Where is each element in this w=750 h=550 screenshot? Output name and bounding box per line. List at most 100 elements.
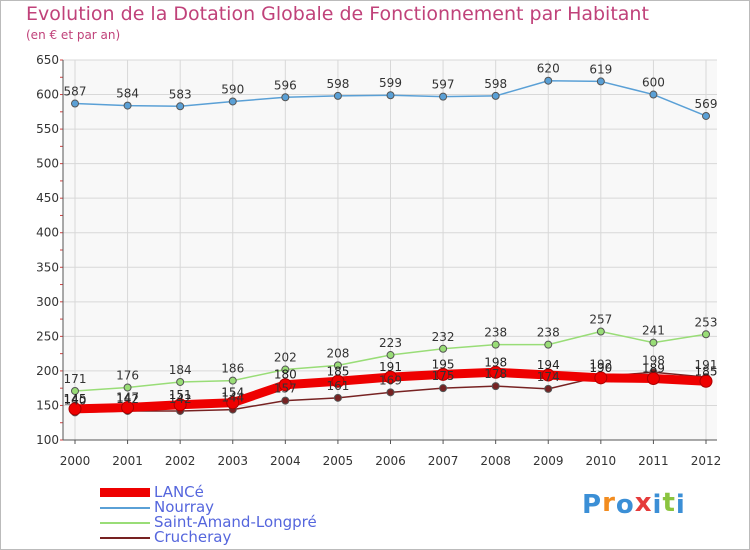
data-label-saint-amand-longpre: 253 [695, 315, 718, 329]
data-label-nourray: 600 [642, 76, 665, 90]
data-point-lance [68, 402, 82, 416]
x-tick-label: 2008 [480, 454, 511, 468]
legend-swatch [100, 506, 150, 509]
data-label-lance: 198 [484, 355, 507, 369]
data-point-crucheray [386, 388, 395, 397]
data-label-nourray: 598 [326, 77, 349, 91]
data-label-crucheray: 174 [537, 370, 560, 384]
data-label-lance: 190 [589, 361, 612, 375]
legend-swatch [100, 536, 150, 539]
legend-label: Crucheray [154, 528, 232, 546]
x-tick-label: 2004 [270, 454, 301, 468]
logo-letter: t [662, 488, 676, 518]
data-point-nourray [176, 102, 185, 111]
data-label-saint-amand-longpre: 238 [537, 326, 560, 340]
data-label-nourray: 584 [116, 87, 139, 101]
data-label-saint-amand-longpre: 202 [274, 351, 297, 365]
y-tick-label: 300 [36, 295, 59, 309]
data-label-nourray: 620 [537, 62, 560, 76]
x-tick-label: 2000 [60, 454, 91, 468]
x-tick-label: 2007 [428, 454, 459, 468]
data-label-crucheray: 142 [116, 392, 139, 406]
data-label-crucheray: 191 [695, 358, 718, 372]
data-label-saint-amand-longpre: 257 [589, 313, 612, 327]
data-point-lance [646, 372, 660, 386]
data-point-lance [278, 378, 292, 392]
data-point-saint-amand-longpre [491, 340, 500, 349]
data-label-crucheray: 142 [169, 392, 192, 406]
data-label-lance: 189 [642, 362, 665, 376]
data-point-lance [699, 374, 713, 388]
data-point-saint-amand-longpre [544, 340, 553, 349]
y-tick-label: 550 [36, 122, 59, 136]
data-label-lance: 145 [64, 392, 87, 406]
x-tick-label: 2003 [217, 454, 248, 468]
x-tick-label: 2010 [586, 454, 617, 468]
y-tick-label: 200 [36, 364, 59, 378]
y-tick-label: 650 [36, 53, 59, 67]
data-point-saint-amand-longpre [123, 383, 132, 392]
data-point-lance [489, 365, 503, 379]
data-label-saint-amand-longpre: 238 [484, 326, 507, 340]
data-point-lance [384, 370, 397, 384]
logo-letter: i [675, 490, 686, 520]
data-point-saint-amand-longpre [439, 344, 448, 353]
data-label-lance: 191 [379, 360, 402, 374]
data-label-lance: 147 [116, 391, 139, 405]
data-point-saint-amand-longpre [333, 361, 342, 370]
y-tick-label: 600 [36, 88, 59, 102]
data-point-saint-amand-longpre [702, 330, 710, 339]
logo-letter: x [634, 488, 653, 518]
x-tick-label: 2005 [323, 454, 354, 468]
data-point-saint-amand-longpre [71, 386, 79, 395]
logo-letter: r [602, 488, 616, 518]
data-point-saint-amand-longpre [176, 377, 185, 386]
x-tick-label: 2012 [691, 454, 722, 468]
legend-item-crucheray: Crucheray [100, 530, 317, 545]
y-tick-label: 500 [36, 157, 59, 171]
chart-title: Evolution de la Dotation Globale de Fonc… [26, 3, 649, 25]
legend: LANCé Nourray Saint-Amand-Longpré Crucheray [100, 485, 317, 545]
y-tick-label: 400 [36, 226, 59, 240]
x-tick-label: 2006 [375, 454, 406, 468]
x-tick-label: 2001 [112, 454, 143, 468]
data-point-nourray [544, 76, 553, 85]
data-label-nourray: 619 [589, 62, 612, 76]
data-point-lance [173, 398, 187, 412]
data-point-nourray [281, 93, 290, 102]
data-point-crucheray [333, 393, 342, 402]
data-label-nourray: 596 [274, 78, 297, 92]
data-point-nourray [386, 91, 395, 100]
data-point-saint-amand-longpre [281, 365, 290, 374]
data-point-saint-amand-longpre [228, 376, 237, 385]
data-point-crucheray [491, 382, 500, 391]
data-label-crucheray: 178 [484, 367, 507, 381]
data-label-saint-amand-longpre: 171 [64, 372, 87, 386]
legend-label: Nourray [154, 498, 215, 516]
data-label-nourray: 590 [221, 82, 244, 96]
x-tick-label: 2011 [638, 454, 669, 468]
data-point-lance [436, 367, 450, 381]
legend-label: LANCé [154, 483, 204, 501]
legend-item-saint-amand-longpre: Saint-Amand-Longpré [100, 515, 317, 530]
data-label-saint-amand-longpre: 232 [432, 330, 455, 344]
data-label-saint-amand-longpre: 223 [379, 336, 402, 350]
data-point-nourray [596, 77, 605, 86]
legend-item-lance: LANCé [100, 485, 317, 500]
data-label-lance: 185 [695, 364, 718, 378]
data-label-nourray: 599 [379, 76, 402, 90]
data-point-nourray [439, 92, 448, 101]
data-label-saint-amand-longpre: 184 [169, 363, 192, 377]
y-tick-label: 150 [36, 398, 59, 412]
data-label-crucheray: 175 [432, 369, 455, 383]
data-label-lance: 195 [432, 357, 455, 371]
data-label-lance: 180 [274, 368, 297, 382]
data-point-crucheray [281, 396, 290, 405]
data-label-saint-amand-longpre: 241 [642, 324, 665, 338]
data-label-nourray: 597 [432, 78, 455, 92]
data-label-saint-amand-longpre: 186 [221, 362, 244, 376]
data-point-nourray [702, 111, 710, 120]
data-label-lance: 185 [326, 364, 349, 378]
data-point-lance [331, 374, 345, 388]
data-point-saint-amand-longpre [386, 351, 395, 360]
